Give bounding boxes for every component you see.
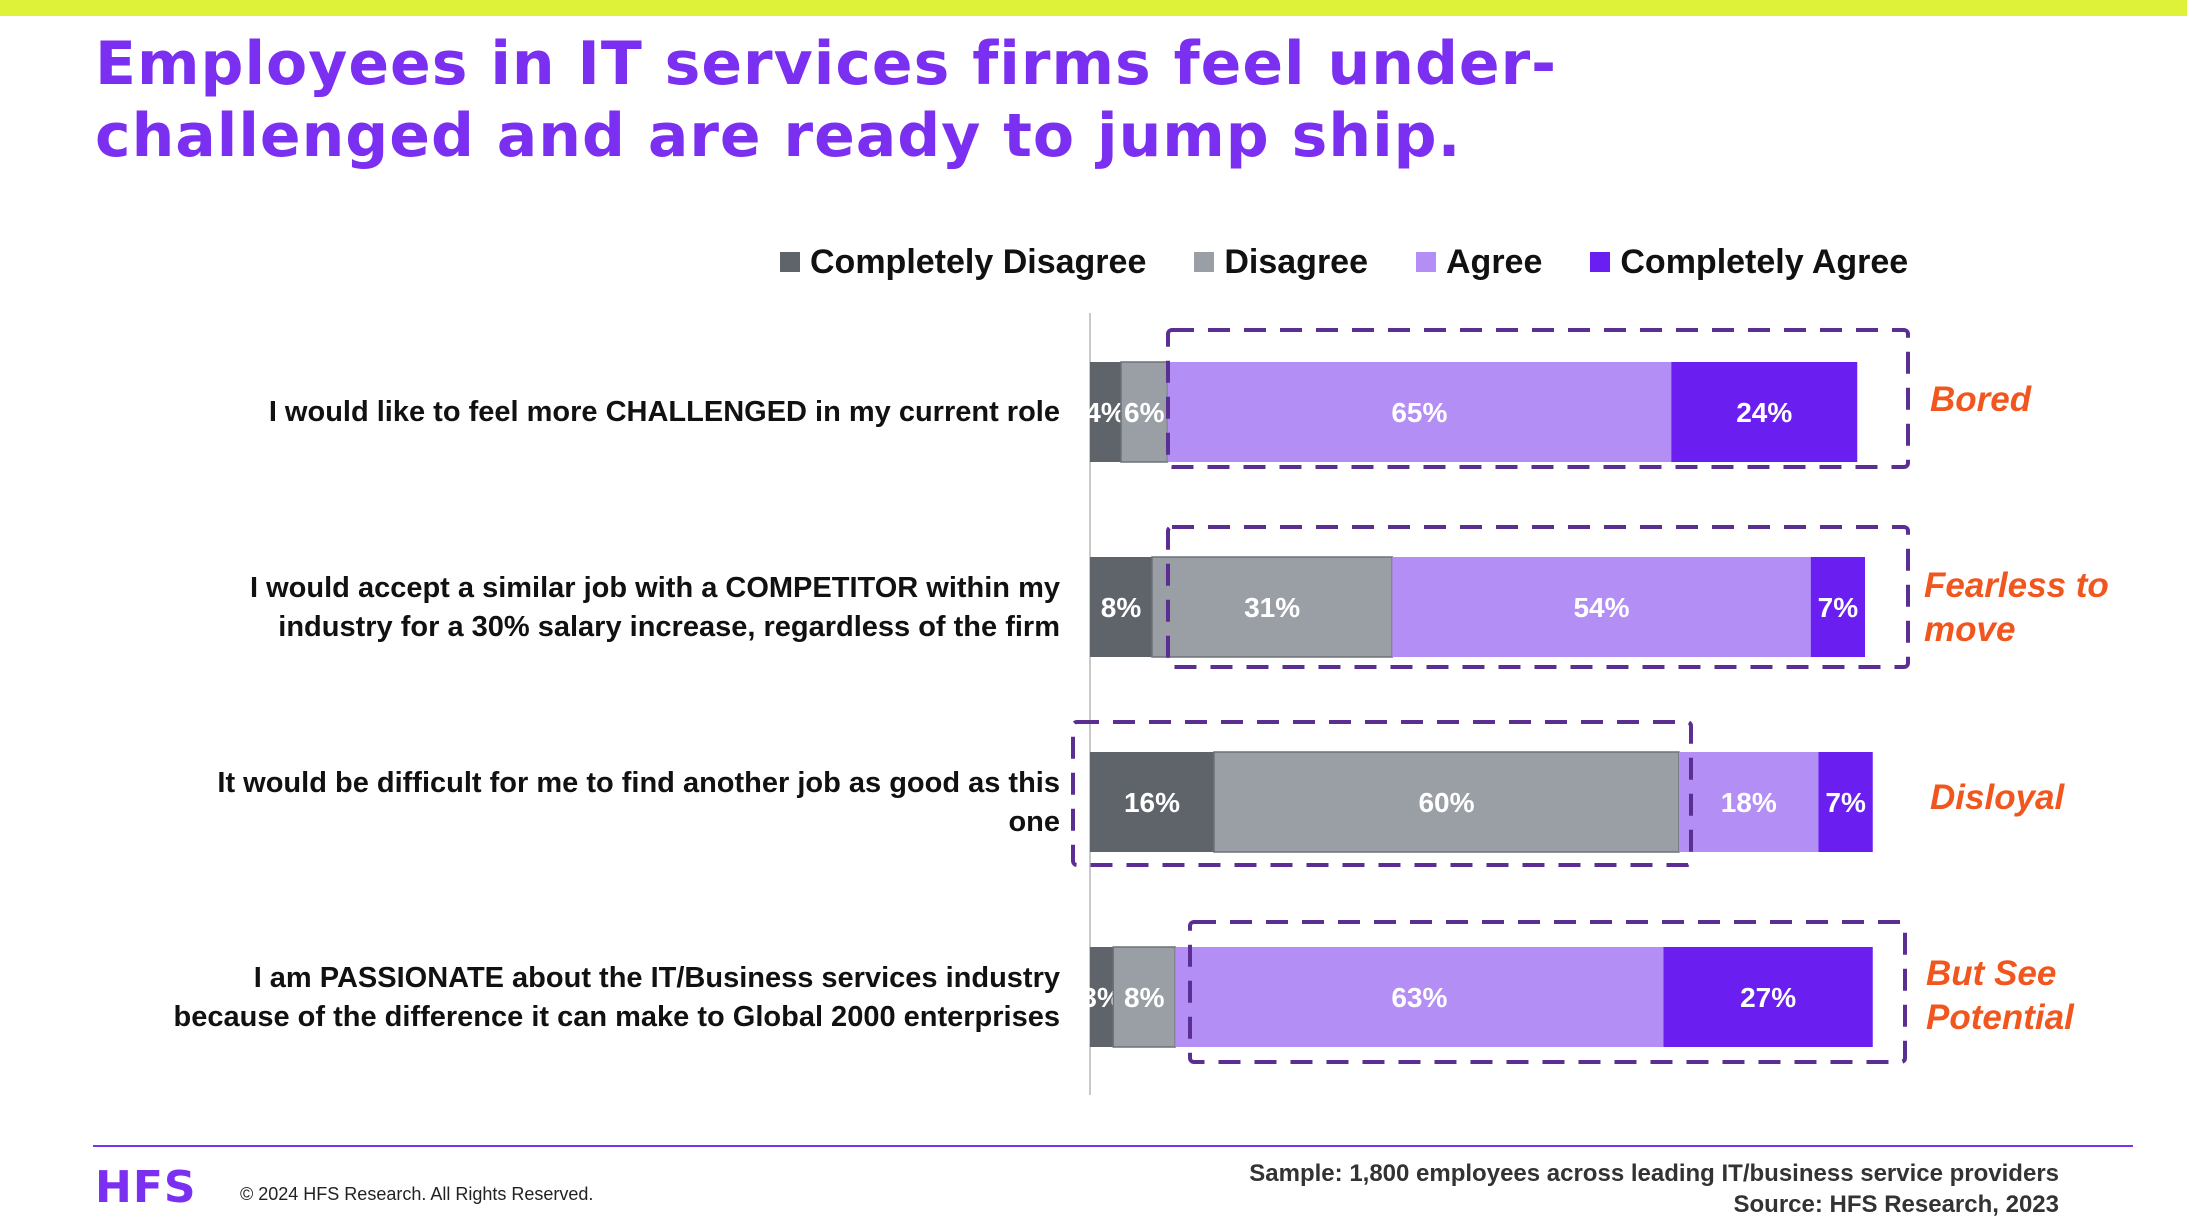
annotation-text: Bored xyxy=(1930,380,2032,419)
annotation-text: move xyxy=(1924,610,2016,649)
highlight-box-potential xyxy=(1188,920,1907,1064)
legend-label-disagree: Disagree xyxy=(1224,242,1368,281)
row-label-line: It would be difficult for me to find ano… xyxy=(217,767,1060,799)
bar-completely-disagree-row-3 xyxy=(1090,752,1214,852)
legend-swatch-agree xyxy=(1416,252,1436,272)
row-label-line: industry for a 30% salary increase, rega… xyxy=(278,611,1060,643)
data-label-completely-agree-row-4: 27% xyxy=(1740,982,1796,1013)
annotation-text: But See xyxy=(1926,954,2057,993)
bar-completely-agree-row-2 xyxy=(1810,557,1865,657)
bar-completely-agree-row-4 xyxy=(1663,947,1873,1047)
row-label-difficult: It would be difficult for me to find ano… xyxy=(60,764,1060,842)
row-label-line: because of the difference it can make to… xyxy=(173,1001,1060,1033)
annotation-disloyal: Disloyal xyxy=(1930,776,2064,820)
legend-label-completely-disagree: Completely Disagree xyxy=(810,242,1147,281)
footer-divider xyxy=(93,1145,2133,1147)
row-label-line: one xyxy=(1008,806,1060,838)
title-line-2: challenged and are ready to jump ship. xyxy=(95,101,1462,171)
annotation-text: Fearless to xyxy=(1924,566,2109,605)
annotation-bored: Bored xyxy=(1930,378,2031,422)
page-title: Employees in IT services firms feel unde… xyxy=(95,28,1995,172)
source-citation: Source: HFS Research, 2023 xyxy=(1733,1191,2060,1218)
data-label-disagree-row-2: 31% xyxy=(1244,592,1300,623)
bar-completely-agree-row-1 xyxy=(1671,362,1858,462)
legend-label-agree: Agree xyxy=(1446,242,1543,281)
legend-label-completely-agree: Completely Agree xyxy=(1620,242,1909,281)
bar-completely-disagree-row-2 xyxy=(1090,557,1152,657)
source-note: Sample: 1,800 employees across leading I… xyxy=(1249,1158,2059,1220)
bar-completely-agree-row-3 xyxy=(1818,752,1873,852)
bar-completely-disagree-row-4 xyxy=(1090,947,1114,1047)
data-label-completely-agree-row-1: 24% xyxy=(1736,397,1792,428)
data-label-agree-row-2: 54% xyxy=(1573,592,1629,623)
sample-note: Sample: 1,800 employees across leading I… xyxy=(1249,1160,2059,1187)
bar-disagree-row-4 xyxy=(1112,946,1176,1048)
annotation-text: Potential xyxy=(1926,998,2074,1037)
data-label-completely-disagree-row-3: 16% xyxy=(1124,787,1180,818)
top-accent-bar xyxy=(0,0,2187,16)
bar-agree-row-2 xyxy=(1392,557,1811,657)
row-label-line: I would accept a similar job with a COMP… xyxy=(250,572,1060,604)
annotation-text: Disloyal xyxy=(1930,778,2065,817)
data-label-completely-agree-row-3: 7% xyxy=(1825,787,1866,818)
legend-item-completely-disagree: Completely Disagree xyxy=(780,243,1146,282)
legend-item-agree: Agree xyxy=(1416,243,1542,282)
legend-item-disagree: Disagree xyxy=(1194,243,1368,282)
copyright-text: © 2024 HFS Research. All Rights Reserved… xyxy=(240,1184,594,1204)
data-label-agree-row-3: 18% xyxy=(1721,787,1777,818)
legend-swatch-completely-disagree xyxy=(780,252,800,272)
title-line-1: Employees in IT services firms feel unde… xyxy=(95,29,1558,99)
bar-disagree-row-2 xyxy=(1151,556,1393,658)
row-label-line: I am PASSIONATE about the IT/Business se… xyxy=(253,962,1060,994)
row-label-passionate: I am PASSIONATE about the IT/Business se… xyxy=(60,959,1060,1037)
data-label-agree-row-1: 65% xyxy=(1391,397,1447,428)
data-label-completely-agree-row-2: 7% xyxy=(1818,592,1859,623)
bar-agree-row-1 xyxy=(1167,362,1672,462)
annotation-fearless-to-move: Fearless to move xyxy=(1924,564,2109,652)
bar-agree-row-3 xyxy=(1679,752,1819,852)
highlight-box-disloyal xyxy=(1071,720,1693,867)
data-label-completely-disagree-row-1: 4% xyxy=(1085,397,1126,428)
legend-item-completely-agree: Completely Agree xyxy=(1590,243,1908,282)
data-label-agree-row-4: 63% xyxy=(1391,982,1447,1013)
bar-disagree-row-1 xyxy=(1120,361,1169,463)
row-label-competitor: I would accept a similar job with a COMP… xyxy=(60,569,1060,647)
bar-agree-row-4 xyxy=(1175,947,1664,1047)
chart-legend: Completely Disagree Disagree Agree Compl… xyxy=(780,240,1956,284)
data-label-disagree-row-1: 6% xyxy=(1124,397,1165,428)
highlight-box-fearless xyxy=(1166,525,1910,669)
data-label-disagree-row-4: 8% xyxy=(1124,982,1165,1013)
legend-swatch-disagree xyxy=(1194,252,1215,272)
row-label-challenged: I would like to feel more CHALLENGED in … xyxy=(60,393,1060,432)
data-label-completely-disagree-row-2: 8% xyxy=(1101,592,1142,623)
data-label-disagree-row-3: 60% xyxy=(1418,787,1474,818)
bar-completely-disagree-row-1 xyxy=(1090,362,1121,462)
highlight-box-bored xyxy=(1166,328,1910,469)
row-label-line: I would like to feel more CHALLENGED in … xyxy=(268,396,1060,428)
legend-swatch-completely-agree xyxy=(1590,252,1611,272)
annotation-but-see-potential: But See Potential xyxy=(1926,952,2074,1040)
hfs-logo: HFS xyxy=(95,1162,197,1213)
